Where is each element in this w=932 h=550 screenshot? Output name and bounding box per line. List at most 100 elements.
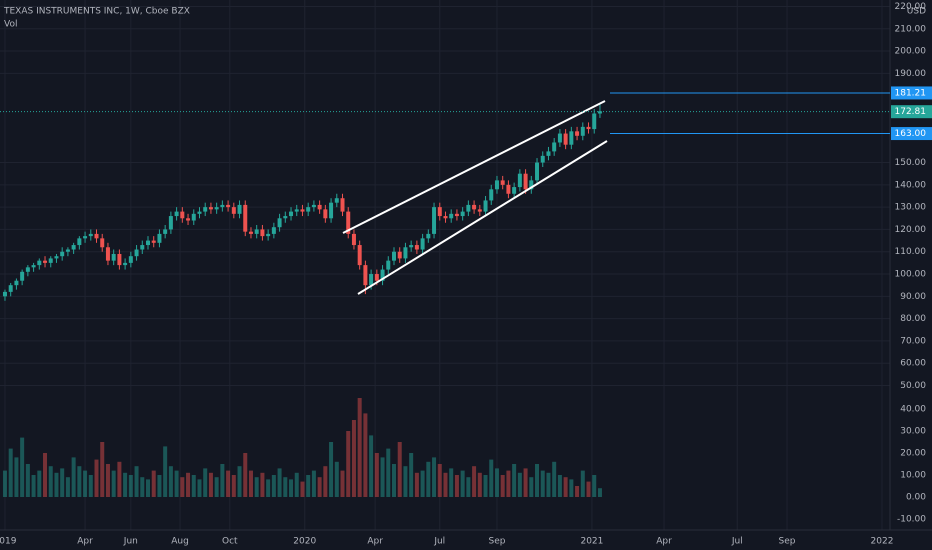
candle-body: [140, 245, 145, 250]
candle-body: [271, 227, 276, 234]
y-tick-label: 90.00: [900, 292, 926, 302]
volume-bar: [477, 472, 482, 497]
candle-body: [454, 213, 459, 217]
volume-bar: [43, 452, 48, 497]
candle-body: [483, 200, 488, 212]
volume-bar: [2, 470, 7, 497]
candle-body: [311, 204, 316, 208]
candle-body: [191, 213, 196, 221]
candle-body: [220, 204, 225, 208]
y-tick-label: 190.00: [895, 69, 927, 79]
candle-body: [208, 207, 213, 210]
candle-body: [300, 209, 305, 212]
candle-body: [449, 213, 454, 219]
volume-bar: [414, 472, 419, 497]
volume-bar: [329, 441, 334, 497]
volume-bar: [111, 470, 116, 497]
x-tick-label: 2022: [871, 537, 894, 547]
volume-bar: [283, 477, 288, 497]
volume-bar: [489, 459, 494, 497]
volume-pane: [2, 397, 602, 497]
candle-body: [586, 126, 591, 130]
volume-bar: [523, 468, 528, 497]
volume-bar: [54, 472, 59, 497]
chart-title: TEXAS INSTRUMENTS INC, 1W, Cboe BZX: [3, 7, 190, 17]
y2-tick-label: 40.00: [900, 404, 926, 414]
x-tick-label: Jun: [123, 537, 138, 547]
volume-bar: [483, 474, 488, 497]
volume-bar: [437, 463, 442, 497]
candle-body: [254, 229, 259, 234]
candle-body: [546, 151, 551, 156]
volume-bar: [83, 470, 88, 497]
volume-bar: [323, 466, 328, 497]
volume-bar: [426, 461, 431, 497]
candle-body: [54, 256, 59, 259]
volume-bar: [94, 459, 99, 497]
candle-body: [134, 249, 139, 257]
volume-bar: [260, 472, 265, 497]
volume-bar: [117, 461, 122, 497]
volume-bar: [277, 468, 282, 497]
volume-bar: [586, 481, 591, 497]
volume-bar: [494, 468, 499, 497]
candle-body: [226, 204, 231, 208]
candle-body: [489, 189, 494, 201]
candle-body: [563, 133, 568, 145]
candle-body: [100, 238, 105, 248]
volume-bar: [334, 461, 339, 497]
candle-body: [168, 216, 173, 230]
volume-bar: [540, 470, 545, 497]
candle-body: [214, 207, 219, 210]
volume-bar: [60, 468, 65, 497]
volume-bar: [151, 470, 156, 497]
volume-bar: [563, 477, 568, 497]
volume-bar: [454, 474, 459, 497]
candle-body: [20, 271, 25, 281]
volume-bar: [369, 435, 374, 497]
volume-bar: [243, 452, 248, 497]
candle-body: [266, 233, 271, 237]
candle-body: [552, 142, 557, 152]
candle-body: [2, 291, 7, 297]
x-tick-label: Apr: [367, 537, 383, 547]
candle-body: [369, 274, 374, 286]
price-label: 163.00: [895, 129, 927, 139]
candle-body: [283, 216, 288, 219]
volume-bar: [357, 397, 362, 497]
candle-body: [403, 247, 408, 259]
candle-body: [432, 207, 437, 234]
volume-bar: [597, 488, 602, 497]
volume-bar: [180, 477, 185, 497]
volume-bar: [266, 479, 271, 497]
volume-bar: [186, 472, 191, 497]
candle-body: [123, 262, 128, 266]
candle-body: [88, 233, 93, 237]
candle-body: [477, 209, 482, 212]
candle-body: [597, 111, 602, 114]
volume-bar: [163, 446, 168, 497]
volume-bar: [289, 479, 294, 497]
candle-body: [48, 258, 53, 263]
x-tick-label: Apr: [656, 537, 672, 547]
candle-body: [94, 233, 99, 239]
candle-body: [506, 184, 511, 194]
volume-bar: [254, 477, 259, 497]
volume-bar: [380, 457, 385, 497]
candle-body: [426, 233, 431, 239]
x-tick-label: Sep: [488, 537, 505, 547]
candle-body: [8, 285, 13, 292]
volume-bar: [174, 470, 179, 497]
volume-bar: [134, 466, 139, 497]
volume-bar: [311, 470, 316, 497]
volume-bar: [517, 472, 522, 497]
volume-bar: [100, 441, 105, 497]
candle-body: [77, 238, 82, 246]
x-tick-label: 2019: [0, 537, 17, 547]
volume-bar: [214, 477, 219, 497]
candle-body: [260, 229, 265, 237]
volume-bar: [271, 474, 276, 497]
volume-bar: [460, 470, 465, 497]
volume-bar: [317, 477, 322, 497]
